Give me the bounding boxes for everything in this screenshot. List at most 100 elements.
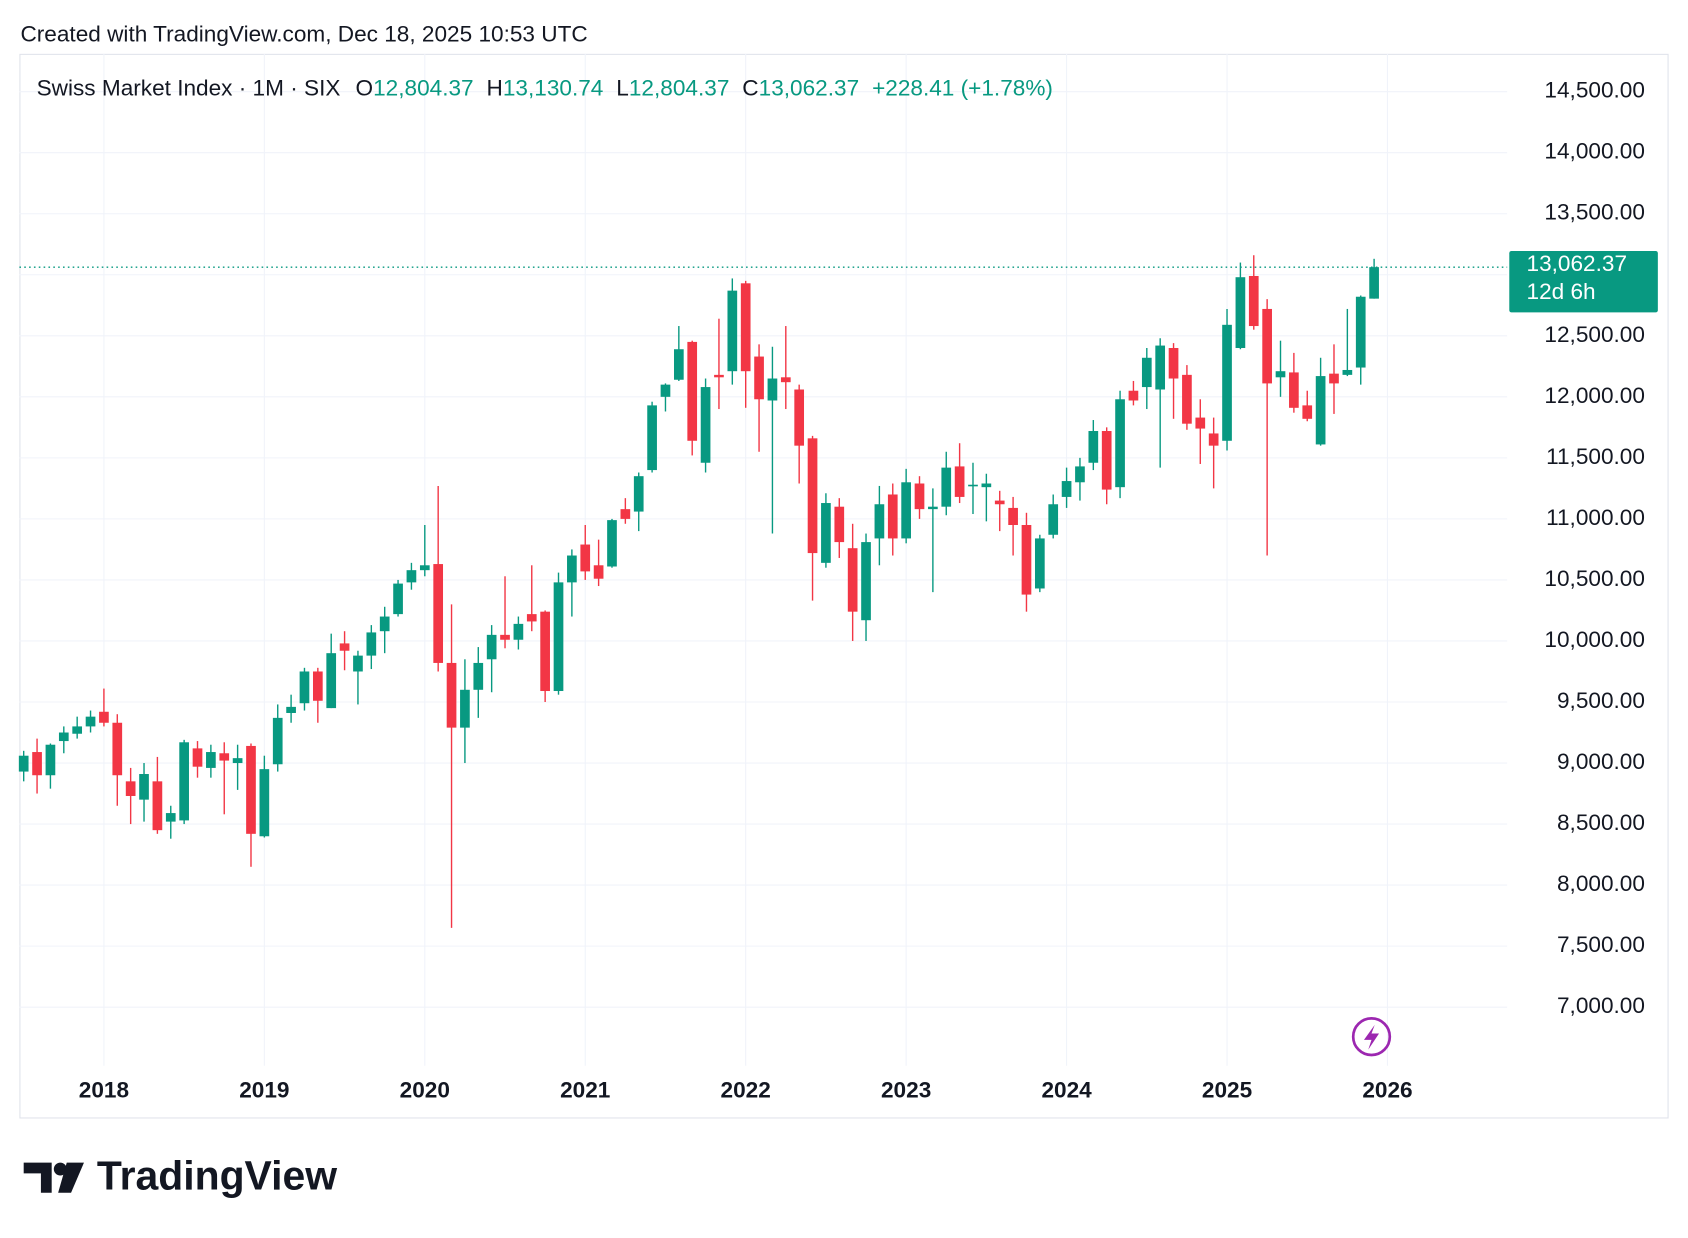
candle-body — [607, 520, 617, 567]
candle-body — [179, 742, 189, 821]
x-tick-label: 2019 — [239, 1078, 289, 1103]
candle-body — [219, 753, 230, 761]
candle-body — [567, 555, 577, 583]
y-tick-label: 12,000.00 — [1544, 383, 1645, 408]
candle-body — [353, 655, 363, 672]
legend-key: H — [487, 75, 503, 100]
x-tick-label: 2023 — [881, 1078, 931, 1103]
candle-body — [85, 716, 96, 727]
candle-body — [807, 438, 818, 554]
y-tick-label: 14,500.00 — [1544, 78, 1645, 103]
candle-body — [874, 504, 885, 539]
legend-value: 12,804.37 — [373, 75, 474, 100]
x-tick-label: 2025 — [1202, 1078, 1252, 1103]
candle-body — [526, 614, 537, 622]
candle-body — [1128, 390, 1139, 401]
candle-body — [1342, 369, 1353, 375]
candle-body — [286, 706, 296, 713]
candle-body — [259, 769, 270, 837]
candle-body — [727, 290, 738, 372]
price-badge — [1509, 251, 1658, 313]
candle-body — [1208, 433, 1219, 446]
candle-body — [1048, 504, 1059, 535]
candle-body — [1155, 345, 1166, 390]
candle-body — [754, 356, 764, 400]
y-tick-label: 11,000.00 — [1546, 505, 1645, 530]
candle-body — [834, 506, 845, 543]
candle-body — [861, 542, 871, 621]
legend-value: 12,804.37 — [629, 75, 730, 100]
candle-body — [1061, 481, 1072, 497]
candle-body — [780, 377, 791, 383]
lightning-icon — [1351, 1017, 1392, 1057]
candle-body — [914, 483, 925, 510]
candle-body — [326, 653, 337, 709]
candle-body — [1034, 538, 1045, 589]
legend-key: O — [356, 75, 374, 100]
candle-body — [954, 466, 965, 497]
y-tick-label: 9,000.00 — [1557, 749, 1645, 774]
overlay: 7,000.00 7,500.00 8,000.00 8,500.00 9,000.00… — [19, 78, 1658, 1103]
legend-change: +228.41 (+1.78%) — [872, 75, 1053, 100]
candle-body — [58, 732, 69, 742]
candle-body — [1141, 357, 1152, 388]
legend: Swiss Market Index · 1M · SIX O12,804.37 H… — [37, 75, 1053, 100]
candle-body — [580, 544, 591, 572]
candle-body — [1115, 399, 1125, 488]
candle-body — [1302, 405, 1313, 419]
y-tick-label: 10,500.00 — [1544, 566, 1645, 591]
candle-body — [633, 476, 644, 512]
candle-body — [687, 341, 698, 441]
candle-body — [1275, 371, 1286, 378]
credit: Created with TradingView.com, Dec 18, 20… — [20, 21, 587, 46]
candle-body — [767, 378, 778, 401]
x-tick-label: 2020 — [400, 1078, 450, 1103]
candle-body — [1235, 277, 1246, 349]
candle-body — [553, 582, 564, 692]
candle-body — [393, 583, 403, 615]
candle-body — [152, 781, 163, 831]
candle-body — [460, 689, 470, 728]
y-tick-label: 10,000.00 — [1544, 627, 1645, 652]
candle-body — [486, 634, 497, 660]
candle-body — [794, 389, 805, 446]
candle-body — [941, 467, 952, 507]
candle-body — [928, 506, 938, 510]
x-tick-label: 2022 — [721, 1078, 771, 1103]
candle-body — [1101, 431, 1112, 490]
candle-body — [125, 781, 136, 796]
legend-value: 13,062.37 — [759, 75, 860, 100]
candle-body — [700, 387, 711, 463]
chart-frame — [19, 53, 1669, 1119]
candle-body — [847, 548, 858, 612]
candle-body — [647, 405, 657, 471]
tradingview-logo: TradingView — [23, 1153, 337, 1199]
y-tick-label: 7,000.00 — [1557, 993, 1645, 1018]
candle-body — [45, 744, 56, 776]
grid — [19, 53, 1508, 1066]
legend-key: L — [616, 75, 629, 100]
candle-body — [1168, 348, 1179, 379]
candle-body — [1195, 417, 1206, 429]
candle-body — [379, 616, 390, 632]
candles — [18, 255, 1379, 928]
y-tick-label: 11,500.00 — [1546, 444, 1645, 469]
countdown: 12d 6h — [1527, 279, 1596, 304]
candle-body — [714, 374, 724, 378]
x-tick-label: 2026 — [1362, 1078, 1412, 1103]
candle-body — [339, 643, 350, 651]
candle-body — [660, 384, 671, 397]
candle-body — [1021, 525, 1032, 595]
candle-body — [994, 500, 1005, 505]
candle-body — [272, 717, 283, 765]
candle-body — [18, 755, 29, 772]
y-tick-label: 8,500.00 — [1557, 810, 1645, 835]
candle-body — [165, 813, 176, 822]
candle-body — [1248, 275, 1259, 327]
x-tick-label: 2018 — [79, 1078, 129, 1103]
candle-body — [99, 711, 109, 723]
candle-body — [446, 662, 457, 728]
candle-body — [901, 482, 911, 539]
